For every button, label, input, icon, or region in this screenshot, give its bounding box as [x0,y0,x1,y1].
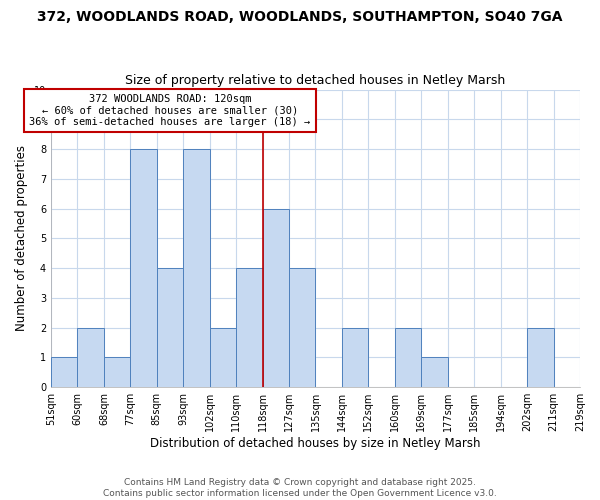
Bar [395,328,421,387]
X-axis label: Distribution of detached houses by size in Netley Marsh: Distribution of detached houses by size … [150,437,481,450]
Bar [157,268,183,387]
Bar [527,328,554,387]
Bar [130,149,157,387]
Bar [421,358,448,387]
Y-axis label: Number of detached properties: Number of detached properties [16,146,28,332]
Title: Size of property relative to detached houses in Netley Marsh: Size of property relative to detached ho… [125,74,506,87]
Text: 372, WOODLANDS ROAD, WOODLANDS, SOUTHAMPTON, SO40 7GA: 372, WOODLANDS ROAD, WOODLANDS, SOUTHAMP… [37,10,563,24]
Bar [51,358,77,387]
Text: 372 WOODLANDS ROAD: 120sqm
← 60% of detached houses are smaller (30)
36% of semi: 372 WOODLANDS ROAD: 120sqm ← 60% of deta… [29,94,311,127]
Bar [289,268,316,387]
Bar [342,328,368,387]
Bar [183,149,210,387]
Bar [236,268,263,387]
Text: Contains HM Land Registry data © Crown copyright and database right 2025.
Contai: Contains HM Land Registry data © Crown c… [103,478,497,498]
Bar [263,208,289,387]
Bar [77,328,104,387]
Bar [104,358,130,387]
Bar [210,328,236,387]
